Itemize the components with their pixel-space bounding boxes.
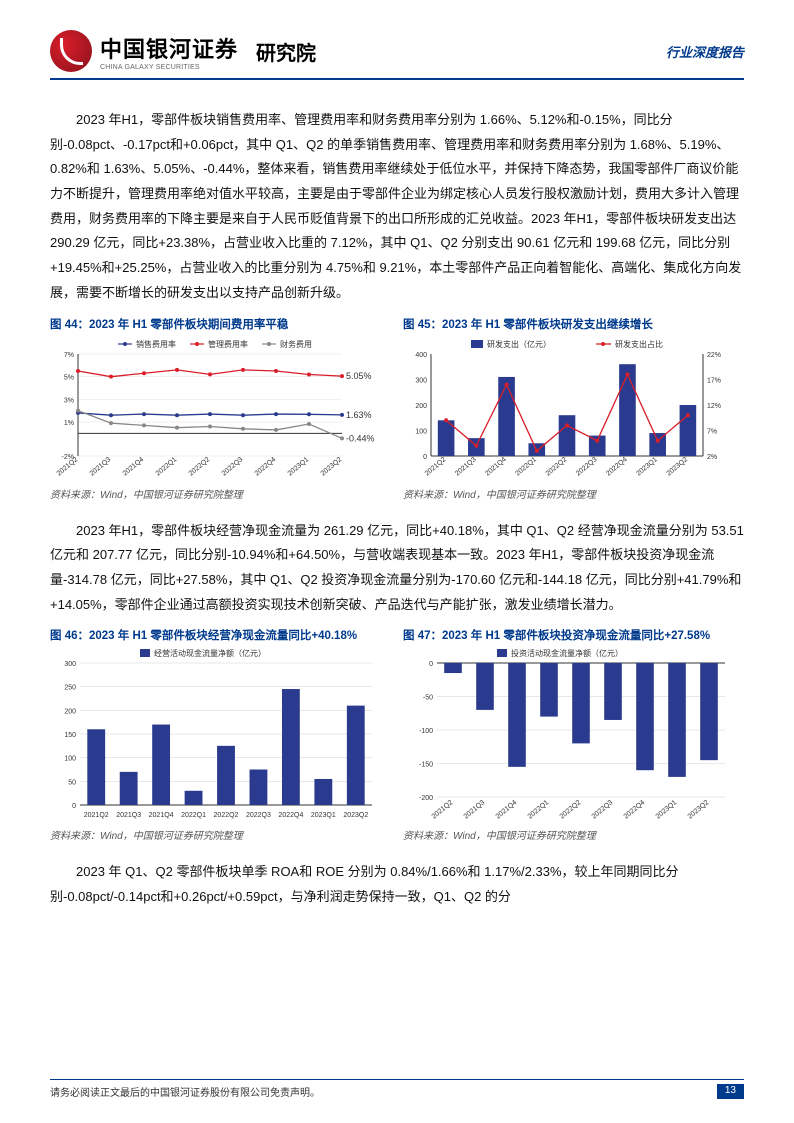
chart-45-title: 图 45：2023 年 H1 零部件板块研发支出继续增长	[403, 316, 744, 332]
svg-text:400: 400	[415, 352, 427, 359]
chart-44: 销售费用率管理费用率财务费用-2%1%3%5%7%2021Q22021Q3202…	[50, 336, 391, 486]
paragraph-1: 2023 年H1，零部件板块销售费用率、管理费用率和财务费用率分别为 1.66%…	[50, 108, 744, 306]
company-name-cn: 中国银河证券	[100, 32, 238, 64]
svg-text:-0.44%: -0.44%	[346, 433, 375, 443]
svg-text:2022Q4: 2022Q4	[278, 812, 303, 819]
footer-bar: 请务必阅读正文最后的中国银河证券股份有限公司免责声明。 13	[50, 1079, 744, 1099]
svg-text:5.05%: 5.05%	[346, 371, 372, 381]
svg-text:2021Q4: 2021Q4	[149, 812, 174, 819]
chart-47: 投资活动现金流量净额（亿元） -200 -150 -100 -50 0 2021Q2 2021…	[403, 647, 744, 827]
svg-text:2022Q4: 2022Q4	[623, 799, 647, 820]
svg-text:2022Q2: 2022Q2	[214, 812, 239, 819]
chart-46-title: 图 46：2023 年 H1 零部件板块经营净现金流量同比+40.18%	[50, 627, 391, 643]
svg-text:财务费用: 财务费用	[280, 339, 312, 349]
svg-text:-50: -50	[423, 695, 433, 702]
paragraph-3: 2023 年 Q1、Q2 零部件板块单季 ROA和 ROE 分别为 0.84%/…	[50, 860, 744, 909]
svg-text:2022Q3: 2022Q3	[221, 456, 245, 477]
svg-text:-200: -200	[419, 795, 433, 802]
doc-type-label: 行业深度报告	[666, 42, 744, 61]
svg-text:2021Q3: 2021Q3	[454, 456, 478, 477]
svg-text:2023Q2: 2023Q2	[343, 812, 368, 819]
svg-text:7%: 7%	[64, 352, 74, 359]
svg-text:2021Q4: 2021Q4	[122, 456, 146, 477]
svg-text:2021Q2: 2021Q2	[424, 456, 448, 477]
svg-text:经营活动现金流量净额（亿元）: 经营活动现金流量净额（亿元）	[154, 648, 266, 658]
svg-text:销售费用率: 销售费用率	[136, 339, 176, 349]
svg-text:2022Q2: 2022Q2	[545, 456, 569, 477]
chart-45-source: 资料来源：Wind，中国银河证券研究院整理	[403, 486, 744, 501]
footer-disclaimer: 请务必阅读正文最后的中国银河证券股份有限公司免责声明。	[50, 1084, 320, 1099]
svg-text:研发支出占比: 研发支出占比	[615, 339, 663, 349]
svg-text:-100: -100	[419, 728, 433, 735]
svg-text:2021Q2: 2021Q2	[431, 799, 455, 820]
svg-text:0: 0	[429, 661, 433, 668]
svg-text:2023Q1: 2023Q1	[287, 456, 311, 477]
svg-text:2022Q1: 2022Q1	[514, 456, 538, 477]
svg-text:2023Q1: 2023Q1	[655, 799, 679, 820]
svg-text:2023Q2: 2023Q2	[320, 456, 344, 477]
svg-text:2021Q3: 2021Q3	[463, 799, 487, 820]
svg-text:300: 300	[64, 661, 76, 668]
svg-text:2022Q2: 2022Q2	[559, 799, 583, 820]
svg-text:200: 200	[415, 403, 427, 410]
svg-text:2022Q3: 2022Q3	[575, 456, 599, 477]
svg-text:300: 300	[415, 377, 427, 384]
svg-text:2021Q2: 2021Q2	[84, 812, 109, 819]
svg-text:22%: 22%	[707, 352, 721, 359]
svg-text:2022Q4: 2022Q4	[254, 456, 278, 477]
svg-text:5%: 5%	[64, 374, 74, 381]
svg-text:2022Q1: 2022Q1	[181, 812, 206, 819]
svg-text:100: 100	[64, 756, 76, 763]
svg-text:2023Q1: 2023Q1	[311, 812, 336, 819]
svg-text:2023Q1: 2023Q1	[635, 456, 659, 477]
svg-text:17%: 17%	[707, 377, 721, 384]
svg-text:2023Q2: 2023Q2	[687, 799, 711, 820]
svg-text:100: 100	[415, 428, 427, 435]
svg-text:12%: 12%	[707, 403, 721, 410]
svg-text:1%: 1%	[64, 420, 74, 427]
svg-text:2022Q1: 2022Q1	[155, 456, 179, 477]
svg-text:50: 50	[68, 780, 76, 787]
svg-text:7%: 7%	[707, 428, 717, 435]
svg-text:1.63%: 1.63%	[346, 409, 372, 419]
chart-44-title: 图 44：2023 年 H1 零部件板块期间费用率平稳	[50, 316, 391, 332]
svg-text:-150: -150	[419, 762, 433, 769]
svg-text:2021Q4: 2021Q4	[484, 456, 508, 477]
svg-text:2023Q2: 2023Q2	[666, 456, 690, 477]
company-name-en: CHINA GALAXY SECURITIES	[100, 64, 238, 71]
svg-text:2022Q1: 2022Q1	[527, 799, 551, 820]
svg-text:3%: 3%	[64, 397, 74, 404]
institute-label: 研究院	[256, 37, 316, 66]
svg-text:150: 150	[64, 732, 76, 739]
svg-text:2%: 2%	[707, 454, 717, 461]
svg-text:0: 0	[72, 803, 76, 810]
chart-46: 经营活动现金流量净额（亿元） 0 50 100 150 200 250 300 2021Q2 20…	[50, 647, 391, 827]
svg-text:管理费用率: 管理费用率	[208, 339, 248, 349]
svg-text:250: 250	[64, 685, 76, 692]
chart-44-source: 资料来源：Wind，中国银河证券研究院整理	[50, 486, 391, 501]
chart-45: 研发支出（亿元） 研发支出占比 0 100 200 300 400 2% 7% 12% 17% 22%…	[403, 336, 744, 486]
chart-47-source: 资料来源：Wind，中国银河证券研究院整理	[403, 827, 744, 842]
svg-text:投资活动现金流量净额（亿元）: 投资活动现金流量净额（亿元）	[511, 648, 623, 658]
chart-47-title: 图 47：2023 年 H1 零部件板块投资净现金流量同比+27.58%	[403, 627, 744, 643]
svg-text:2022Q3: 2022Q3	[246, 812, 271, 819]
chart-46-source: 资料来源：Wind，中国银河证券研究院整理	[50, 827, 391, 842]
paragraph-2: 2023 年H1，零部件板块经营净现金流量为 261.29 亿元，同比+40.1…	[50, 519, 744, 618]
svg-text:研发支出（亿元）: 研发支出（亿元）	[487, 339, 551, 349]
logo-block: 中国银河证券 CHINA GALAXY SECURITIES 研究院	[50, 30, 316, 72]
header-bar: 中国银河证券 CHINA GALAXY SECURITIES 研究院 行业深度报…	[50, 30, 744, 80]
svg-text:200: 200	[64, 709, 76, 716]
svg-text:2021Q4: 2021Q4	[495, 799, 519, 820]
svg-text:2021Q3: 2021Q3	[89, 456, 113, 477]
page-number: 13	[717, 1084, 744, 1099]
svg-text:0: 0	[423, 454, 427, 461]
svg-text:2022Q3: 2022Q3	[591, 799, 615, 820]
svg-text:2022Q2: 2022Q2	[188, 456, 212, 477]
svg-text:2022Q4: 2022Q4	[605, 456, 629, 477]
svg-text:2021Q3: 2021Q3	[116, 812, 141, 819]
logo-icon	[50, 30, 92, 72]
